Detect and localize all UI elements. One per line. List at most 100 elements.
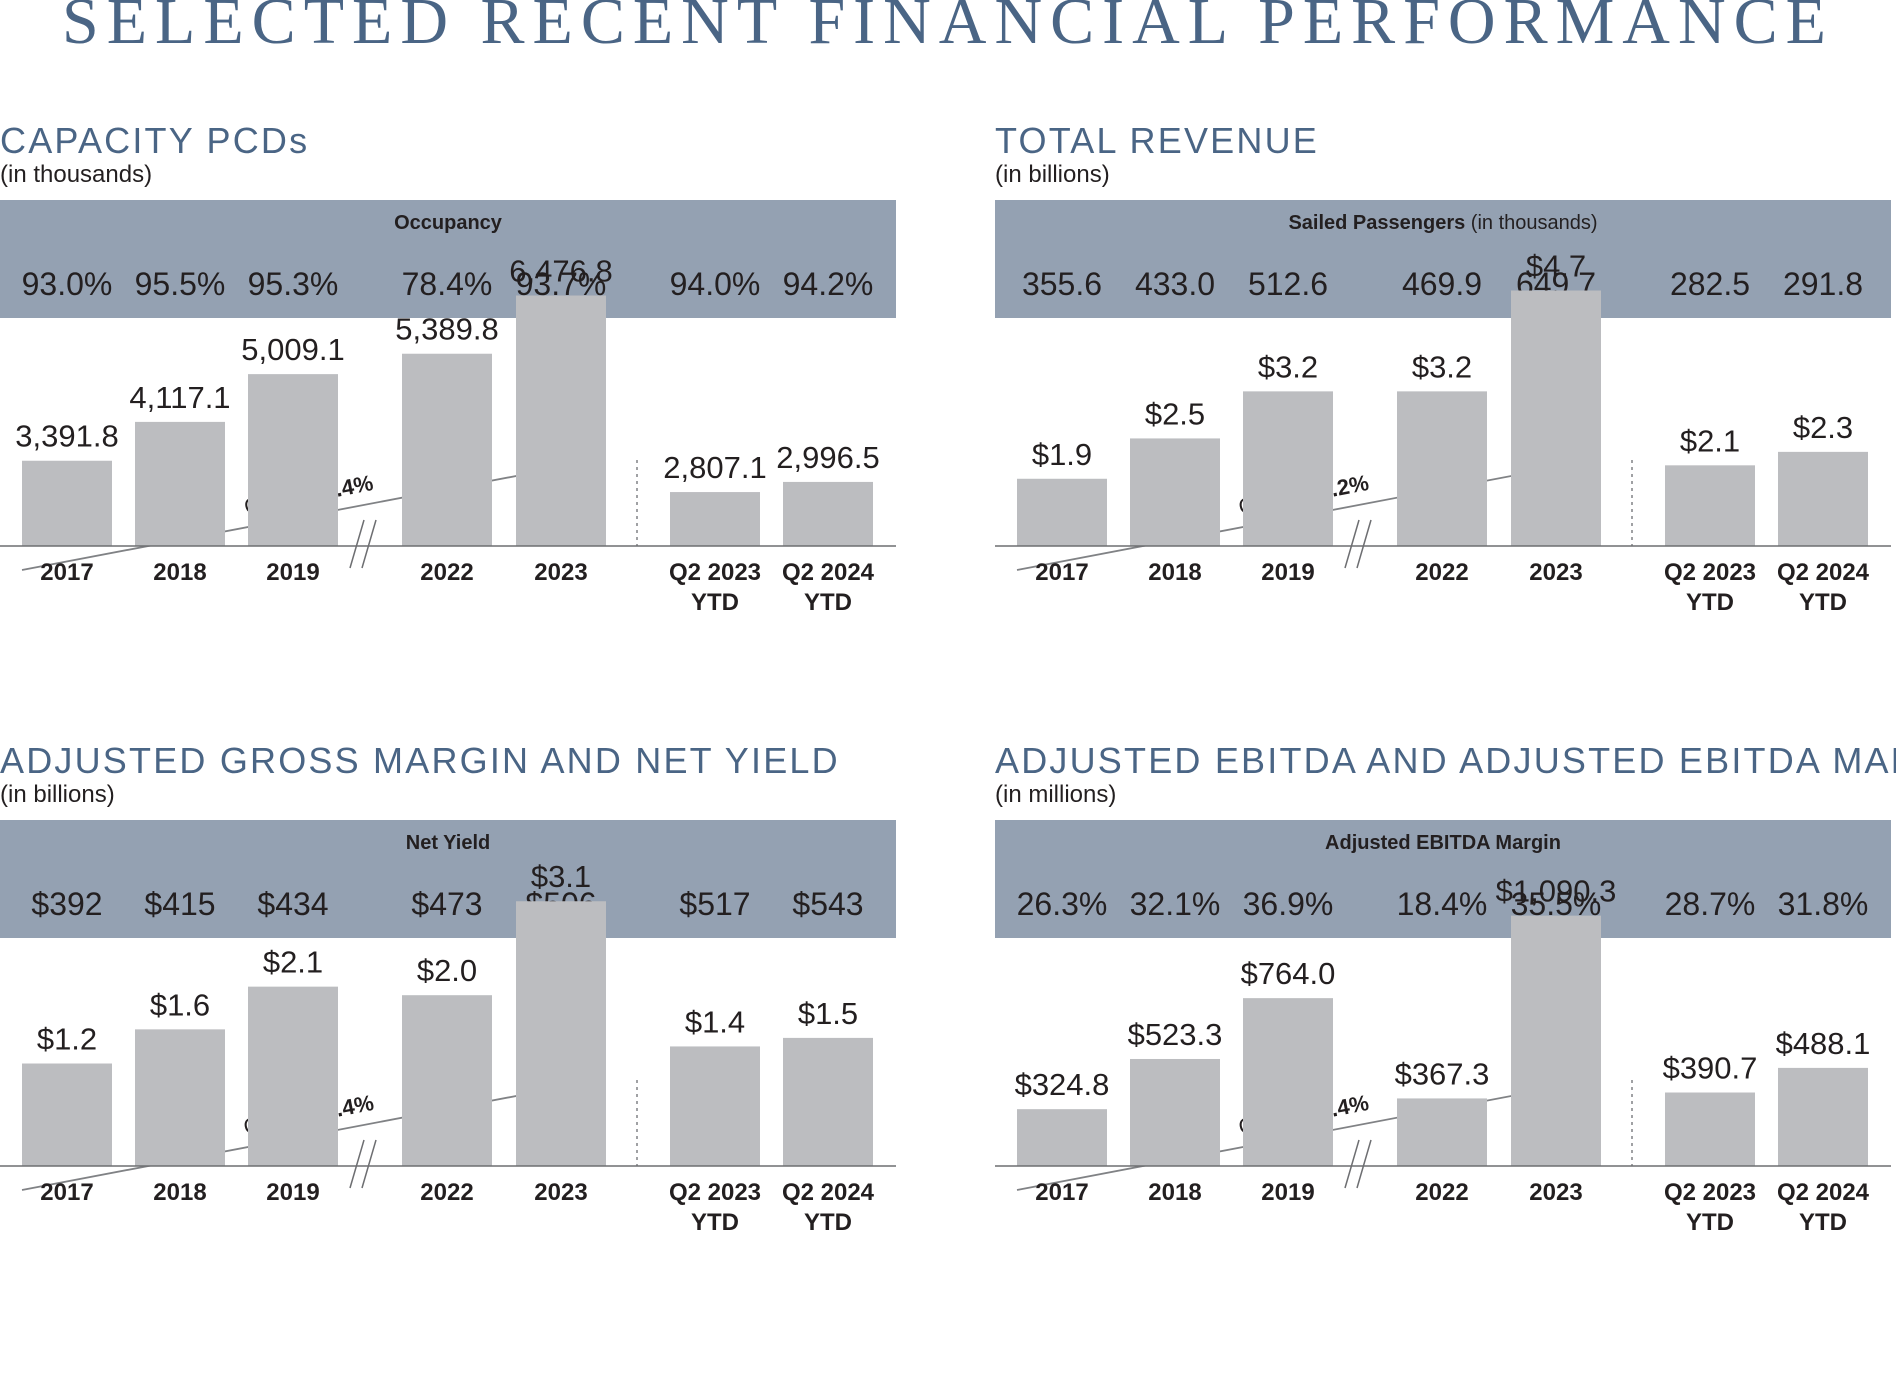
bar (1130, 438, 1220, 546)
category-label: YTD (691, 589, 739, 616)
panel-title: ADJUSTED EBITDA AND ADJUSTED EBITDA MARG… (995, 740, 1896, 781)
category-label: 2019 (1261, 1179, 1314, 1206)
bar-value-label: 4,117.1 (129, 380, 230, 415)
category-label: 2017 (1035, 559, 1088, 586)
category-label: 2019 (266, 1179, 319, 1206)
band-value: $415 (144, 886, 216, 922)
category-label: Q2 2024 (782, 559, 875, 586)
bar (402, 995, 492, 1166)
bar (1397, 1098, 1487, 1166)
category-label: 2019 (266, 559, 319, 586)
chart-body: CAGR 22.4%$324.82017$523.32018$764.02019… (995, 874, 1891, 1236)
band-value: 282.5 (1669, 266, 1751, 302)
bar-value-label: $324.8 (1015, 1067, 1110, 1102)
category-label: YTD (1686, 589, 1734, 616)
band-value: 28.7% (1664, 886, 1756, 922)
bar-value-label: $1.9 (1032, 437, 1092, 472)
band-label-text: Occupancy (394, 212, 502, 234)
band-value: 512.6 (1247, 266, 1329, 302)
category-label: YTD (1799, 1209, 1847, 1236)
bar-value-label: $2.0 (417, 953, 477, 988)
bar (783, 1037, 873, 1166)
net-yield-band: Net Yield $392 $415 $434 $473 $506 $517 … (0, 820, 896, 938)
bar-value-label: $2.5 (1145, 396, 1205, 431)
band-value: $517 (679, 886, 751, 922)
bar-value-label: $3.2 (1412, 349, 1472, 384)
band-value: 94.0% (669, 266, 761, 302)
category-label: 2022 (420, 1179, 473, 1206)
bar (1243, 391, 1333, 546)
bar-value-label: $2.1 (1680, 423, 1740, 458)
bar-value-label: $1.4 (685, 1004, 745, 1039)
bar (1511, 290, 1601, 546)
band-value: 95.3% (247, 266, 339, 302)
panel-subtitle: (in millions) (995, 781, 1117, 808)
category-label: Q2 2023 (669, 1179, 761, 1206)
axis-break-mark (1356, 519, 1372, 569)
bar (1243, 998, 1333, 1166)
bar (1130, 1058, 1220, 1166)
band-value: 31.8% (1777, 886, 1869, 922)
category-label: 2017 (40, 559, 93, 586)
capacity-panel: CAPACITY PCDs (in thousands) Occupancy 9… (0, 120, 896, 760)
axis-break-mark (349, 1139, 365, 1189)
band-value: $392 (31, 886, 103, 922)
bar-value-label: $488.1 (1776, 1026, 1871, 1061)
bar (135, 1029, 225, 1166)
bar-value-label: $1,090.3 (1496, 874, 1617, 909)
bar (516, 295, 606, 546)
bar-value-label: 2,996.5 (776, 440, 879, 475)
axis-break-mark (361, 519, 377, 569)
bar (22, 460, 112, 546)
band-value: 469.9 (1401, 266, 1483, 302)
capacity-chart: CAGR 11.4%3,391.820174,117.120185,009.12… (0, 254, 896, 616)
bar (248, 374, 338, 546)
bar (248, 986, 338, 1166)
band-value: 355.6 (1021, 266, 1103, 302)
category-label: 2018 (1148, 559, 1201, 586)
bar-value-label: $3.1 (531, 859, 591, 894)
category-label: 2022 (1415, 1179, 1468, 1206)
occupancy-band: Occupancy 93.0% 95.5% 95.3% 78.4% 93.7% … (0, 200, 896, 318)
band-value: 291.8 (1782, 266, 1864, 302)
band-label-unit: (in thousands) (1465, 212, 1598, 234)
bar-value-label: $523.3 (1128, 1017, 1223, 1052)
category-label: YTD (1799, 589, 1847, 616)
chart-body: CAGR 16.4%$1.22017$1.62018$2.12019$2.020… (0, 859, 896, 1236)
category-label: Q2 2023 (1664, 1179, 1756, 1206)
panel-title: TOTAL REVENUE (995, 120, 1320, 161)
band-value: 95.5% (134, 266, 226, 302)
panel-subtitle: (in thousands) (0, 161, 153, 188)
margin-panel: ADJUSTED GROSS MARGIN AND NET YIELD (in … (0, 740, 896, 1380)
bar (1017, 1109, 1107, 1166)
band-label: Occupancy (0, 212, 896, 235)
category-label: Q2 2024 (1777, 1179, 1870, 1206)
band-value: 36.9% (1242, 886, 1334, 922)
bar (516, 901, 606, 1166)
bar (1665, 465, 1755, 546)
category-label: 2019 (1261, 559, 1314, 586)
bar-value-label: $2.3 (1793, 410, 1853, 445)
band-value: 18.4% (1396, 886, 1488, 922)
axis-break-mark (349, 519, 365, 569)
band-label: Net Yield (0, 832, 896, 855)
category-label: Q2 2023 (1664, 559, 1756, 586)
bar (135, 421, 225, 546)
revenue-panel: TOTAL REVENUE (in billions) Sailed Passe… (995, 120, 1891, 760)
category-label: YTD (804, 589, 852, 616)
band-value: 433.0 (1134, 266, 1216, 302)
category-label: YTD (691, 1209, 739, 1236)
page-title: SELECTED RECENT FINANCIAL PERFORMANCE (62, 0, 1834, 58)
bar (1017, 478, 1107, 546)
bar-value-label: $764.0 (1241, 956, 1336, 991)
band-value: 32.1% (1129, 886, 1221, 922)
bar-value-label: $4.7 (1526, 249, 1586, 284)
category-label: 2018 (153, 1179, 206, 1206)
panel-title: ADJUSTED GROSS MARGIN AND NET YIELD (0, 740, 840, 781)
band-label-text: Sailed Passengers (1288, 212, 1466, 234)
category-label: 2018 (153, 559, 206, 586)
bar (1511, 915, 1601, 1166)
category-label: 2023 (534, 1179, 587, 1206)
band-value: 26.3% (1016, 886, 1108, 922)
category-label: Q2 2023 (669, 559, 761, 586)
